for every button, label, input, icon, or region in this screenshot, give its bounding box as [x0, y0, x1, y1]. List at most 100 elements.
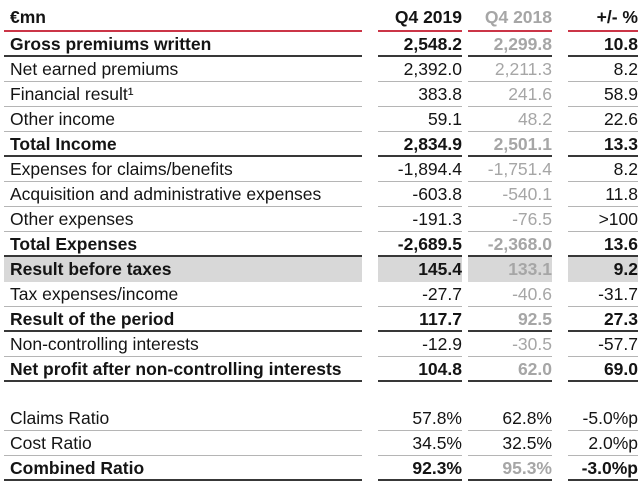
column-gap	[362, 232, 378, 257]
cell-q4-2019: 2,548.2	[378, 32, 462, 57]
cell-q4-2018: 92.5	[468, 307, 552, 332]
cell-q4-2019: 59.1	[378, 107, 462, 132]
cell-change: -5.0%p	[568, 406, 638, 431]
cell-change: -57.7	[568, 332, 638, 357]
row-label: Tax expenses/income	[4, 282, 362, 307]
table-row: Total Income 2,834.9 2,501.1 13.3	[4, 132, 638, 157]
column-gap	[552, 357, 568, 382]
column-gap	[362, 57, 378, 82]
table-row: Acquisition and administrative expenses …	[4, 182, 638, 207]
column-gap	[552, 6, 568, 32]
cell-change: 13.6	[568, 232, 638, 257]
cell-q4-2018: -540.1	[468, 182, 552, 207]
header-col-q4-2018: Q4 2018	[468, 6, 552, 32]
table-row: Cost Ratio 34.5% 32.5% 2.0%p	[4, 431, 638, 456]
cell-q4-2019: 383.8	[378, 82, 462, 107]
cell-change: 69.0	[568, 357, 638, 382]
row-label: Net profit after non-controlling interes…	[4, 357, 362, 382]
cell-q4-2018: 32.5%	[468, 431, 552, 456]
cell-q4-2018: 2,501.1	[468, 132, 552, 157]
column-gap	[552, 232, 568, 257]
cell-change: >100	[568, 207, 638, 232]
cell-q4-2018: 2,211.3	[468, 57, 552, 82]
cell-change: -3.0%p	[568, 456, 638, 481]
cell-change: 58.9	[568, 82, 638, 107]
table-row: Other expenses -191.3 -76.5 >100	[4, 207, 638, 232]
cell-q4-2019: 92.3%	[378, 456, 462, 481]
cell-q4-2018: -30.5	[468, 332, 552, 357]
column-gap	[552, 382, 568, 406]
column-gap	[552, 332, 568, 357]
row-label: Net earned premiums	[4, 57, 362, 82]
cell-q4-2019: 104.8	[378, 357, 462, 382]
table-row: Claims Ratio 57.8% 62.8% -5.0%p	[4, 406, 638, 431]
cell-change: 10.8	[568, 32, 638, 57]
table-row: Expenses for claims/benefits -1,894.4 -1…	[4, 157, 638, 182]
table-row: Other income 59.1 48.2 22.6	[4, 107, 638, 132]
cell-change: 22.6	[568, 107, 638, 132]
column-gap	[362, 357, 378, 382]
table-row: Net earned premiums 2,392.0 2,211.3 8.2	[4, 57, 638, 82]
column-gap	[552, 182, 568, 207]
row-label: Total Expenses	[4, 232, 362, 257]
column-gap	[362, 132, 378, 157]
column-gap	[362, 82, 378, 107]
column-gap	[362, 257, 378, 282]
row-label: Non-controlling interests	[4, 332, 362, 357]
cell-change: 8.2	[568, 157, 638, 182]
table-row: Combined Ratio 92.3% 95.3% -3.0%p	[4, 456, 638, 481]
table-row: Net profit after non-controlling interes…	[4, 357, 638, 382]
table-row	[4, 382, 638, 406]
header-col-q4-2019: Q4 2019	[378, 6, 462, 32]
cell-q4-2018: 2,299.8	[468, 32, 552, 57]
cell-change: -31.7	[568, 282, 638, 307]
table-row: Financial result¹ 383.8 241.6 58.9	[4, 82, 638, 107]
cell-change: 9.2	[568, 257, 638, 282]
cell-q4-2019: 145.4	[378, 257, 462, 282]
column-gap	[362, 332, 378, 357]
column-gap	[552, 406, 568, 431]
cell-q4-2018: -40.6	[468, 282, 552, 307]
cell-q4-2019: -1,894.4	[378, 157, 462, 182]
row-label: Combined Ratio	[4, 456, 362, 481]
table-row: Result of the period 117.7 92.5 27.3	[4, 307, 638, 332]
row-label: Acquisition and administrative expenses	[4, 182, 362, 207]
table-header-row: €mn Q4 2019 Q4 2018 +/- %	[4, 6, 638, 32]
table-row: Result before taxes 145.4 133.1 9.2	[4, 257, 638, 282]
cell-q4-2019: 2,392.0	[378, 57, 462, 82]
column-gap	[552, 57, 568, 82]
column-gap	[362, 456, 378, 481]
cell-q4-2018: -1,751.4	[468, 157, 552, 182]
column-gap	[362, 282, 378, 307]
column-gap	[552, 207, 568, 232]
row-label: Other income	[4, 107, 362, 132]
column-gap	[552, 32, 568, 57]
cell-q4-2019	[378, 382, 462, 406]
column-gap	[362, 382, 378, 406]
column-gap	[552, 282, 568, 307]
column-gap	[362, 107, 378, 132]
header-col-change: +/- %	[568, 6, 638, 32]
cell-q4-2019: 57.8%	[378, 406, 462, 431]
column-gap	[362, 207, 378, 232]
row-label: Claims Ratio	[4, 406, 362, 431]
cell-change: 2.0%p	[568, 431, 638, 456]
row-label: Result before taxes	[4, 257, 362, 282]
row-label: Gross premiums written	[4, 32, 362, 57]
table-row: Non-controlling interests -12.9 -30.5 -5…	[4, 332, 638, 357]
row-label: Total Income	[4, 132, 362, 157]
financial-results-table: €mn Q4 2019 Q4 2018 +/- % Gross premiums…	[4, 6, 638, 481]
row-label: Expenses for claims/benefits	[4, 157, 362, 182]
column-gap	[552, 107, 568, 132]
cell-q4-2019: 117.7	[378, 307, 462, 332]
row-label: Financial result¹	[4, 82, 362, 107]
cell-q4-2019: 34.5%	[378, 431, 462, 456]
column-gap	[362, 431, 378, 456]
column-gap	[552, 257, 568, 282]
column-gap	[362, 406, 378, 431]
row-label	[4, 382, 362, 406]
cell-q4-2019: -191.3	[378, 207, 462, 232]
row-label: Result of the period	[4, 307, 362, 332]
column-gap	[362, 307, 378, 332]
row-label: Cost Ratio	[4, 431, 362, 456]
